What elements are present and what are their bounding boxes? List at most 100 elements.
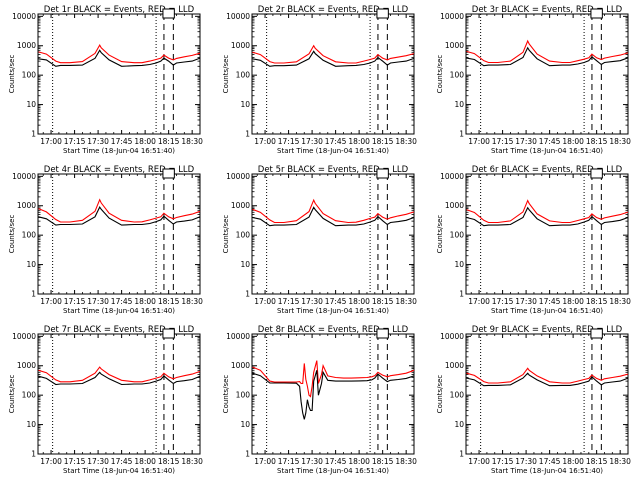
x-tick-label: 18:15 (586, 457, 608, 466)
interval-marker-box (162, 328, 175, 339)
x-axis-label: Start Time (18-Jun-04 16:51:40) (277, 307, 389, 315)
x-tick-label: 17:45 (539, 137, 561, 146)
interval-marker-box (590, 328, 603, 339)
x-tick-label: 17:00 (468, 297, 490, 306)
interval-marker-box (590, 8, 603, 19)
interval-marker-box (376, 168, 389, 179)
x-axis-label: Start Time (18-Jun-04 16:51:40) (491, 147, 603, 155)
x-tick-label: 17:15 (278, 297, 300, 306)
series-line-events (466, 206, 629, 227)
series-line-events (252, 206, 415, 227)
x-axis-label: Start Time (18-Jun-04 16:51:40) (491, 467, 603, 475)
x-tick-label: 18:00 (134, 137, 156, 146)
series-line-lld (466, 39, 629, 64)
y-tick-label: 10 (454, 100, 464, 109)
x-tick-label: 18:30 (609, 137, 631, 146)
y-tick-label: 10000 (226, 172, 250, 181)
x-axis-label: Start Time (18-Jun-04 16:51:40) (277, 467, 389, 475)
x-tick-label: 18:30 (609, 457, 631, 466)
x-tick-label: 17:15 (492, 297, 514, 306)
panel-title: Det 6r BLACK = Events, RED = LLD (472, 165, 623, 175)
x-tick-label: 18:30 (181, 137, 203, 146)
interval-marker-box (162, 8, 175, 19)
y-axis-label: Counts/sec (436, 375, 444, 414)
x-tick-label: 18:00 (562, 457, 584, 466)
series-line-lld (38, 198, 201, 223)
series-line-lld (38, 43, 201, 64)
x-tick-label: 17:00 (40, 297, 62, 306)
y-tick-label: 10 (26, 260, 36, 269)
x-tick-label: 17:30 (87, 297, 109, 306)
interval-marker-box (376, 328, 389, 339)
y-tick-label: 1000 (17, 41, 36, 50)
x-tick-label: 17:30 (87, 137, 109, 146)
detector-panel-2: Det 2r BLACK = Events, RED = LLD 1 10 100 10… (222, 5, 417, 155)
series-line-lld (466, 367, 629, 384)
y-axis-label: Counts/sec (222, 215, 230, 254)
y-tick-label: 10 (454, 420, 464, 429)
plot-frame (37, 333, 201, 455)
y-tick-label: 1000 (445, 41, 464, 50)
series-line-events (38, 49, 201, 67)
x-tick-label: 18:15 (586, 297, 608, 306)
x-tick-label: 17:45 (325, 457, 347, 466)
plot-frame (251, 333, 415, 455)
x-axis-label: Start Time (18-Jun-04 16:51:40) (63, 307, 175, 315)
plot-frame (251, 173, 415, 295)
series-line-lld (466, 199, 629, 224)
interval-marker-box (376, 8, 389, 19)
y-tick-label: 100 (22, 391, 37, 400)
x-tick-label: 18:00 (348, 297, 370, 306)
plot-frame (251, 13, 415, 135)
x-axis-label: Start Time (18-Jun-04 16:51:40) (277, 147, 389, 155)
detector-panel-4: Det 4r BLACK = Events, RED = LLD 1 10 100 10… (8, 165, 203, 315)
x-tick-label: 17:15 (64, 297, 86, 306)
x-tick-label: 18:00 (134, 457, 156, 466)
x-axis-label: Start Time (18-Jun-04 16:51:40) (63, 147, 175, 155)
x-tick-label: 17:00 (254, 137, 276, 146)
plot-frame (37, 173, 201, 295)
series-line-events (252, 370, 415, 420)
detector-panel-7: Det 7r BLACK = Events, RED = LLD 1 10 100 10… (8, 325, 203, 475)
y-tick-label: 10000 (12, 172, 36, 181)
series-line-events (38, 206, 201, 226)
panel-title: Det 3r BLACK = Events, RED = LLD (472, 5, 623, 15)
x-tick-label: 17:15 (492, 137, 514, 146)
detector-panel-5: Det 5r BLACK = Events, RED = LLD 1 10 100 10… (222, 165, 417, 315)
plot-frame (465, 13, 629, 135)
y-axis-label: Counts/sec (8, 215, 16, 254)
y-tick-label: 10000 (226, 12, 250, 21)
x-tick-label: 17:45 (111, 137, 133, 146)
x-tick-label: 18:15 (158, 297, 180, 306)
y-tick-label: 1000 (445, 201, 464, 210)
y-tick-label: 100 (22, 71, 37, 80)
x-tick-label: 17:15 (278, 457, 300, 466)
y-axis-label: Counts/sec (8, 55, 16, 94)
y-tick-label: 1000 (231, 201, 250, 210)
panel-title: Det 5r BLACK = Events, RED = LLD (258, 165, 409, 175)
y-axis-label: Counts/sec (8, 375, 16, 414)
y-tick-label: 10000 (12, 12, 36, 21)
interval-marker-box (162, 168, 175, 179)
x-tick-label: 17:00 (40, 457, 62, 466)
y-tick-label: 100 (236, 391, 251, 400)
x-tick-label: 17:00 (254, 457, 276, 466)
x-tick-label: 18:30 (181, 457, 203, 466)
x-tick-label: 17:30 (515, 457, 537, 466)
x-tick-label: 17:15 (492, 457, 514, 466)
x-tick-label: 17:30 (301, 137, 323, 146)
y-tick-label: 10000 (12, 332, 36, 341)
y-tick-label: 1 (459, 290, 464, 299)
x-tick-label: 17:00 (254, 297, 276, 306)
panel-title: Det 4r BLACK = Events, RED = LLD (44, 165, 195, 175)
series-line-events (252, 50, 415, 67)
x-tick-label: 18:00 (134, 297, 156, 306)
series-line-lld (38, 366, 201, 383)
y-axis-label: Counts/sec (436, 215, 444, 254)
y-tick-label: 10000 (440, 12, 464, 21)
y-tick-label: 1 (459, 450, 464, 459)
series-line-lld (252, 198, 415, 224)
panel-title: Det 1r BLACK = Events, RED = LLD (44, 5, 195, 15)
x-tick-label: 17:30 (87, 457, 109, 466)
x-tick-label: 18:30 (395, 297, 417, 306)
